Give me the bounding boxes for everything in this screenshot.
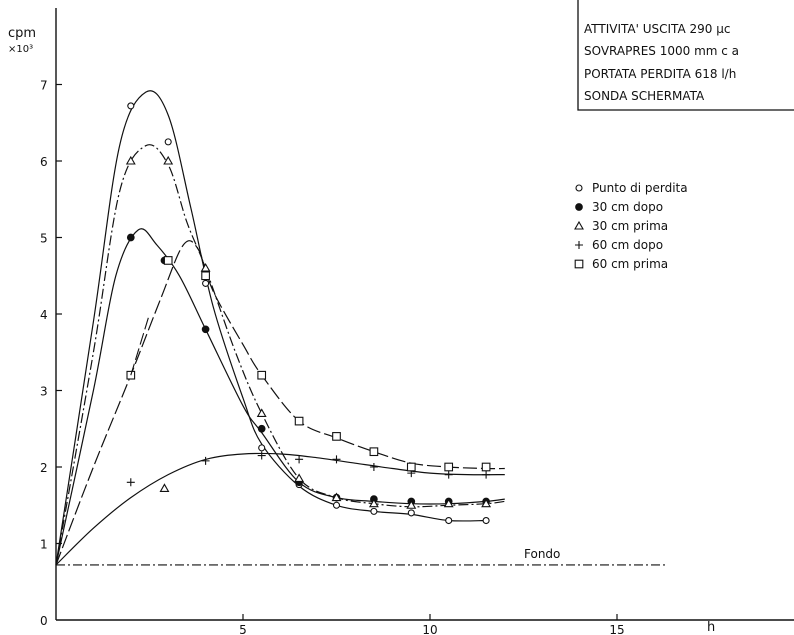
fondo-label: Fondo (524, 547, 560, 561)
point-punto-di-perdita-3 (258, 444, 266, 452)
y-tick-label-4: 4 (40, 308, 48, 322)
point-30-cm-prima-6 (368, 498, 379, 508)
legend-label-30-cm-dopo: 30 cm dopo (592, 200, 663, 214)
point-punto-di-perdita-2 (202, 279, 210, 287)
legend: Punto di perdita 30 cm dopo 30 cm prima 60 … (574, 181, 688, 271)
y-tick-label-5: 5 (40, 232, 48, 246)
x-tick-label-5: 5 (239, 623, 247, 635)
point-30-cm-dopo-0 (126, 233, 135, 242)
curve-60-cm-prima (55, 240, 505, 566)
legend-marker-60-cm-prima (574, 259, 584, 269)
point-60-cm-prima-6 (369, 447, 379, 457)
curve-punto-di-perdita (55, 90, 487, 565)
point-60-cm-prima-5 (332, 432, 341, 441)
curve-30-cm-prima (55, 144, 505, 566)
y-tick-label-2: 2 (40, 461, 48, 475)
legend-marker-punto-di-perdita (575, 184, 583, 192)
point-30-cm-prima-7 (406, 500, 417, 509)
point-punto-di-perdita-0 (127, 102, 135, 110)
y-tick-label-0: 0 (40, 614, 48, 628)
tick-labels: 0 1 2 3 4 5 6 7 5 10 15 (40, 79, 625, 635)
curve-60-cm-dopo (55, 452, 505, 566)
y-tick-label-6: 6 (40, 155, 48, 169)
annotations (130, 313, 170, 492)
point-punto-di-perdita-8 (445, 516, 453, 525)
legend-marker-60-cm-dopo (575, 241, 583, 249)
point-30-cm-dopo-2 (201, 325, 210, 334)
point-60-cm-prima-1 (163, 256, 173, 265)
info-line-1: ATTIVITA' USCITA 290 µc (584, 22, 730, 36)
point-30-cm-prima-1 (163, 155, 174, 165)
point-30-cm-prima-3 (256, 408, 267, 417)
y-axis-multiplier: ×10³ (8, 44, 33, 55)
point-punto-di-perdita-1 (164, 138, 172, 146)
point-30-cm-prima-2 (200, 262, 211, 272)
info-box: ATTIVITA' USCITA 290 µc SOVRAPRES 1000 m… (577, 0, 794, 111)
point-60-cm-dopo-2 (257, 451, 266, 460)
y-tick-label-1: 1 (40, 538, 48, 552)
legend-label-30-cm-prima: 30 cm prima (592, 219, 668, 233)
point-punto-di-perdita-7 (407, 509, 415, 517)
legend-label-punto-di-perdita: Punto di perdita (592, 181, 688, 195)
legend-marker-30-cm-prima (574, 220, 584, 230)
legend-label-60-cm-prima: 60 cm prima (592, 257, 668, 271)
y-tick-label-7: 7 (40, 79, 48, 93)
info-box-frame (577, 0, 794, 111)
point-60-cm-dopo-5 (369, 463, 378, 471)
annotation-dashed-segment (130, 313, 151, 376)
y-axis-label: cpm (8, 26, 36, 41)
curve-30-cm-dopo (55, 228, 505, 566)
point-30-cm-prima-8 (443, 498, 454, 508)
point-punto-di-perdita-6 (370, 507, 378, 515)
info-line-2: SOVRAPRES 1000 mm c a (584, 44, 739, 58)
info-line-4: SONDA SCHERMATA (584, 89, 705, 103)
point-punto-di-perdita-5 (332, 501, 341, 509)
point-60-cm-dopo-4 (332, 455, 341, 464)
series-markers (125, 102, 492, 525)
point-30-cm-prima-0 (125, 155, 136, 165)
x-tick-label-10: 10 (422, 623, 437, 635)
y-tick-label-3: 3 (40, 385, 48, 399)
annotation-stray-marker (159, 483, 170, 492)
point-60-cm-dopo-1 (201, 456, 210, 465)
point-30-cm-prima-9 (481, 498, 492, 508)
point-30-cm-dopo-3 (257, 424, 266, 433)
legend-label-60-cm-dopo: 60 cm dopo (592, 238, 663, 252)
series-curves (55, 90, 505, 566)
point-60-cm-prima-3 (257, 370, 267, 380)
point-60-cm-prima-8 (444, 462, 454, 472)
point-60-cm-dopo-3 (295, 455, 304, 464)
point-30-cm-prima-5 (331, 492, 342, 502)
point-60-cm-prima-7 (406, 462, 416, 472)
point-60-cm-prima-4 (294, 416, 304, 426)
point-60-cm-prima-2 (201, 271, 210, 281)
legend-marker-30-cm-dopo (575, 203, 583, 211)
point-punto-di-perdita-9 (482, 516, 490, 525)
x-axis-label: h (707, 620, 715, 635)
point-60-cm-dopo-8 (482, 470, 491, 479)
tick-marks (56, 83, 618, 620)
point-30-cm-prima-4 (294, 473, 305, 483)
point-60-cm-prima-9 (481, 462, 491, 472)
point-60-cm-dopo-0 (126, 478, 135, 487)
x-tick-label-15: 15 (609, 623, 624, 635)
info-line-3: PORTATA PERDITA 618 l/h (584, 67, 736, 81)
point-60-cm-dopo-7 (444, 470, 453, 479)
